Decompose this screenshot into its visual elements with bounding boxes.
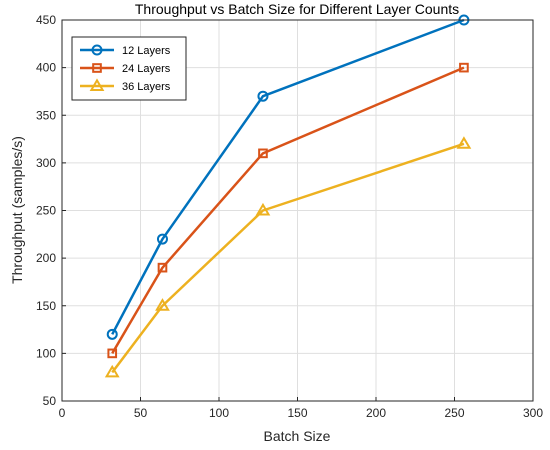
y-tick-label: 50 (43, 394, 57, 408)
data-point-marker (106, 328, 118, 340)
y-tick-label: 250 (36, 204, 56, 218)
data-point-marker (107, 348, 118, 359)
y-tick-label: 100 (36, 346, 56, 360)
legend-label: 24 Layers (122, 63, 171, 75)
y-tick-label: 400 (36, 61, 56, 75)
legend-marker (89, 78, 105, 91)
legend: 12 Layers 24 Layers 36 Layers (71, 36, 187, 101)
legend-entry: 36 Layers (80, 78, 171, 93)
series-24-layers (107, 62, 469, 359)
data-point-marker (156, 233, 168, 245)
series-line (111, 18, 465, 335)
legend-marker (91, 44, 103, 56)
series-36-layers (104, 136, 472, 378)
data-point-marker (456, 136, 472, 149)
x-tick-label: 200 (366, 406, 386, 420)
data-point-marker (258, 148, 268, 159)
data-point-marker (157, 262, 168, 273)
y-tick-label: 300 (36, 156, 56, 170)
data-point-marker (104, 364, 120, 378)
data-point-marker (257, 90, 269, 102)
data-point-marker (155, 298, 170, 311)
x-tick-label: 0 (59, 406, 66, 420)
y-axis-label: Throughput (samples/s) (9, 136, 25, 284)
chart-title: Throughput vs Batch Size for Different L… (135, 1, 459, 17)
y-tick-label: 150 (36, 299, 56, 313)
x-tick-label: 250 (444, 406, 464, 420)
data-point-marker (255, 202, 271, 216)
axis-ticks: 0 50 100 150 200 250 3005010015020025030035040… (36, 13, 543, 420)
x-tick-label: 50 (134, 406, 148, 420)
data-point-marker (459, 62, 469, 73)
legend-entry: 24 Layers (80, 63, 171, 75)
y-tick-label: 350 (36, 108, 56, 122)
series-line (111, 142, 465, 374)
legend-label: 36 Layers (122, 81, 171, 93)
series-line (111, 66, 465, 355)
legend-label: 12 Layers (122, 45, 171, 57)
y-tick-label: 200 (36, 251, 56, 265)
x-axis-label: Batch Size (264, 428, 331, 444)
y-tick-label: 450 (36, 13, 56, 27)
legend-entry: 12 Layers (80, 44, 171, 57)
x-tick-label: 150 (287, 406, 307, 420)
legend-marker (92, 63, 102, 73)
x-tick-label: 300 (523, 406, 543, 420)
x-tick-label: 100 (209, 406, 229, 420)
